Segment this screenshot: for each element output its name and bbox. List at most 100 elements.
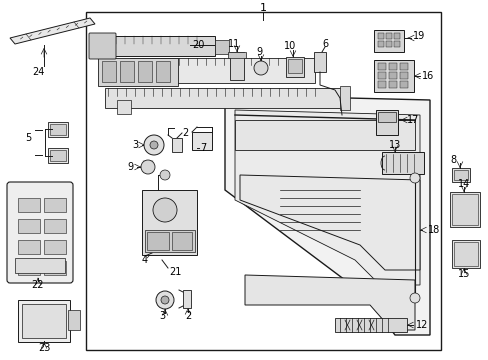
Circle shape (409, 173, 419, 183)
Bar (285, 57, 304, 77)
Bar (287, 59, 302, 73)
Bar (373, 30, 403, 52)
Circle shape (156, 291, 174, 309)
Polygon shape (224, 95, 429, 335)
Bar (48, 122, 68, 137)
Text: 2: 2 (182, 128, 188, 138)
Bar (192, 132, 212, 150)
Bar (399, 63, 407, 70)
Text: 7: 7 (200, 143, 206, 153)
Bar (377, 81, 385, 88)
Text: 23: 23 (38, 343, 50, 353)
Bar (172, 232, 192, 250)
Bar (117, 100, 131, 114)
Bar (399, 81, 407, 88)
Bar (388, 63, 396, 70)
Bar (172, 138, 182, 152)
Bar (44, 219, 66, 233)
Circle shape (153, 198, 177, 222)
Bar (334, 318, 406, 332)
Circle shape (161, 296, 169, 304)
Text: 16: 16 (421, 71, 433, 81)
Bar (18, 240, 40, 254)
Bar (130, 58, 314, 83)
Text: 4: 4 (142, 255, 148, 265)
Bar (50, 124, 66, 135)
Bar (142, 190, 197, 255)
Text: 24: 24 (32, 67, 44, 77)
Bar (44, 261, 66, 275)
Circle shape (253, 61, 267, 75)
Bar (373, 60, 413, 92)
Polygon shape (240, 175, 419, 270)
Text: 1: 1 (259, 3, 266, 13)
Bar (15, 258, 65, 273)
Bar (451, 240, 479, 268)
Text: 12: 12 (415, 320, 427, 330)
Bar (377, 63, 385, 70)
Polygon shape (10, 18, 95, 44)
Bar (95, 36, 215, 56)
Text: 13: 13 (388, 140, 400, 150)
Text: 21: 21 (168, 267, 181, 277)
Text: 22: 22 (32, 280, 44, 290)
Text: 10: 10 (284, 41, 296, 51)
Bar (375, 110, 397, 135)
Bar (44, 198, 66, 212)
Bar (215, 40, 228, 54)
Circle shape (160, 170, 170, 180)
Text: 5: 5 (25, 133, 31, 143)
FancyBboxPatch shape (89, 33, 116, 59)
Polygon shape (244, 275, 414, 330)
Text: 15: 15 (457, 269, 469, 279)
Bar (68, 310, 80, 330)
Bar (377, 33, 383, 39)
Bar (399, 72, 407, 79)
Bar (44, 240, 66, 254)
Bar (98, 58, 178, 86)
Bar (393, 33, 399, 39)
Bar (377, 72, 385, 79)
Bar (183, 290, 191, 308)
Bar (451, 168, 469, 182)
Text: 18: 18 (427, 225, 439, 235)
Text: 2: 2 (184, 311, 191, 321)
Bar (381, 152, 423, 174)
Text: 20: 20 (192, 40, 204, 50)
Text: 8: 8 (449, 155, 455, 165)
Bar (393, 41, 399, 47)
Bar (105, 88, 345, 108)
Bar (22, 304, 66, 338)
Bar (18, 300, 70, 342)
Bar (449, 192, 479, 227)
Text: 17: 17 (406, 115, 419, 125)
Text: 9: 9 (126, 162, 133, 172)
Bar (451, 194, 477, 225)
Circle shape (143, 135, 163, 155)
Polygon shape (235, 110, 419, 285)
Bar (50, 150, 66, 161)
Bar (18, 219, 40, 233)
Bar (102, 61, 116, 82)
Bar (385, 33, 391, 39)
Bar (313, 52, 325, 72)
Bar (147, 232, 169, 250)
Bar (18, 261, 40, 275)
Text: 3: 3 (132, 140, 138, 150)
Bar (453, 170, 467, 180)
Bar (120, 61, 134, 82)
Text: 11: 11 (227, 39, 240, 49)
Bar (18, 198, 40, 212)
Text: 3: 3 (159, 311, 165, 321)
FancyBboxPatch shape (7, 182, 73, 283)
Bar (453, 242, 477, 266)
Bar (145, 230, 195, 252)
Circle shape (150, 141, 158, 149)
Bar (227, 52, 245, 58)
Circle shape (141, 160, 155, 174)
Circle shape (409, 293, 419, 303)
Bar (229, 52, 244, 80)
Text: 14: 14 (457, 179, 469, 189)
Bar (388, 81, 396, 88)
Bar (235, 120, 414, 150)
